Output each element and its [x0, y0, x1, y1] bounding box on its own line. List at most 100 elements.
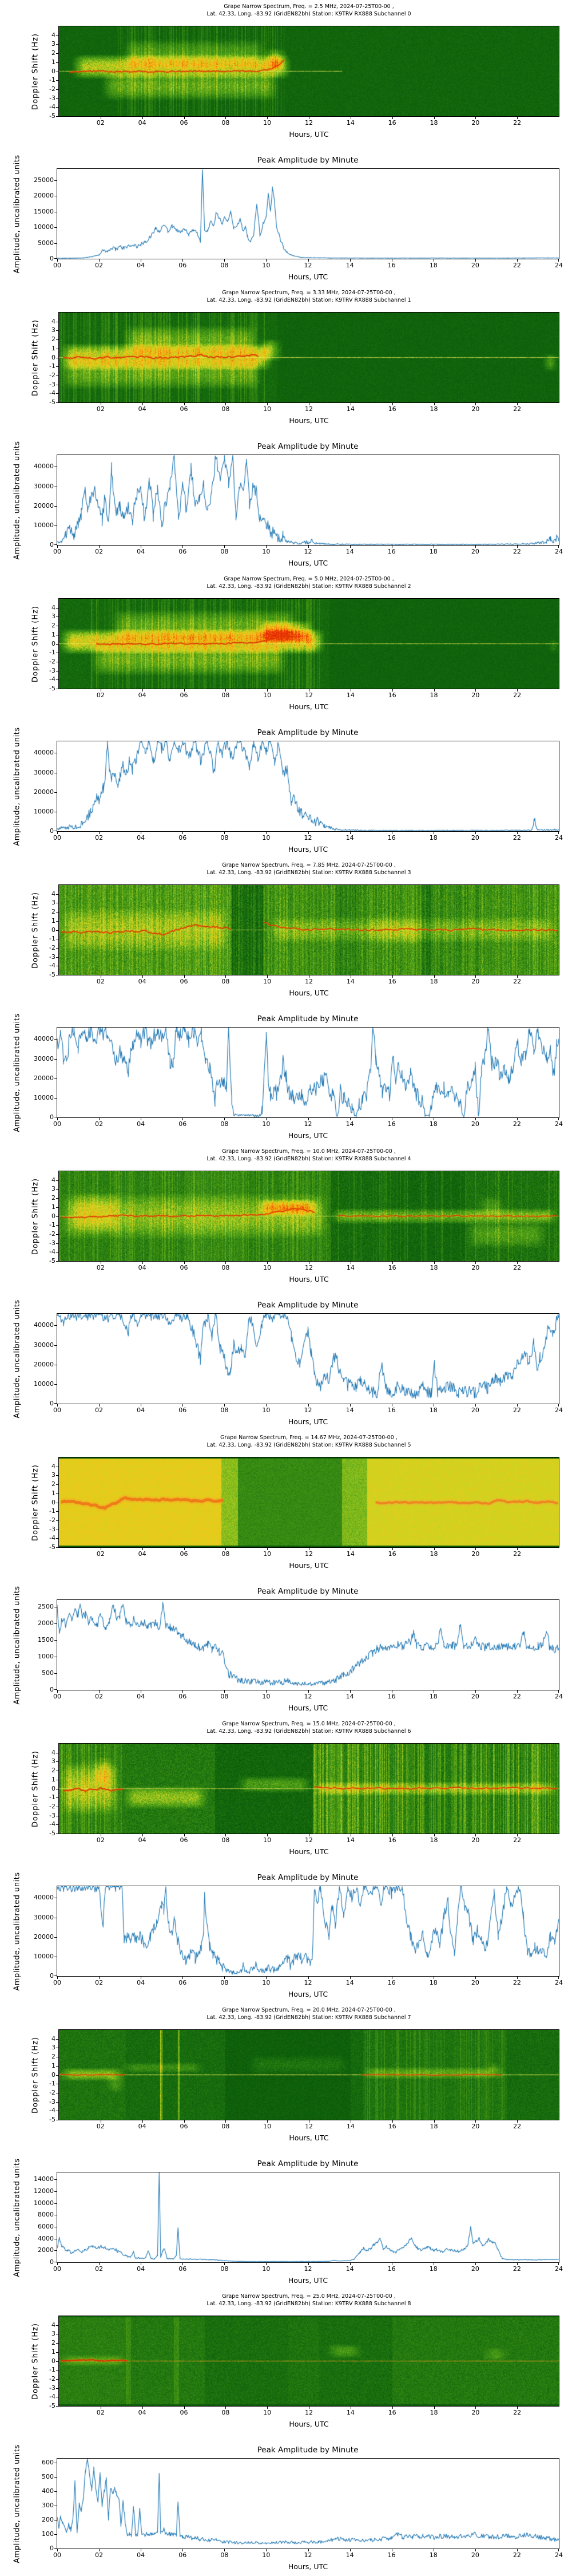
spectrogram-xtick-label: 18 — [430, 119, 438, 127]
spectrogram-ytick-label: 4 — [51, 1748, 55, 1756]
spectrogram-xtick-mark — [517, 2120, 518, 2123]
spectrogram-xtick-label: 08 — [221, 978, 230, 985]
spectrogram-ytick-mark — [56, 402, 58, 403]
spectrogram-xtick-mark — [392, 689, 393, 692]
spectrogram-ytick-label: 4 — [51, 317, 55, 325]
spectrogram-ytick-label: 2 — [51, 908, 55, 916]
lineplot-ytick-label: 30000 — [34, 1054, 54, 1062]
spectrogram-xtick-label: 02 — [96, 405, 105, 413]
spectrogram-xtick-label: 20 — [471, 2123, 480, 2130]
lineplot-ytick-mark — [54, 1384, 57, 1385]
lineplot-xtick-label: 18 — [429, 834, 438, 841]
lineplot-xtick-label: 02 — [95, 548, 104, 555]
lineplot-xtick-mark — [349, 546, 351, 548]
lineplot-xtick-mark — [349, 1977, 351, 1979]
lineplot-ytick-label: 12000 — [34, 2187, 54, 2195]
lineplot-xtick-mark — [558, 546, 559, 548]
lineplot-xtick-label: 10 — [262, 548, 271, 555]
spectrogram-ytick-label: 3 — [51, 326, 55, 334]
spectrogram-ytick-label: -4 — [49, 103, 55, 111]
spectrogram-xtick-label: 12 — [305, 978, 313, 985]
spectrogram-ytick-mark — [56, 2038, 58, 2040]
lineplot-xtick-label: 18 — [429, 1120, 438, 1128]
lineplot-xtick-mark — [558, 1118, 559, 1120]
lineplot-ytick-label: 15000 — [34, 207, 54, 215]
spectrogram-xtick-label: 20 — [471, 119, 480, 127]
spectrogram-xtick-label: 08 — [221, 692, 230, 699]
spectrogram-title-line2: Lat. 42.33, Long. -83.92 (GridEN82bh) St… — [206, 297, 411, 303]
spectrogram-ytick-label: -5 — [49, 2116, 55, 2123]
spectrogram-ytick-label: -2 — [49, 2374, 55, 2383]
spectrogram-xtick-mark — [225, 2407, 227, 2409]
lineplot-xtick-label: 08 — [220, 834, 229, 841]
spectrogram-xlabel: Hours, UTC — [289, 1847, 329, 1856]
lineplot-xtick-label: 12 — [304, 834, 312, 841]
lineplot-ytick-mark — [54, 2491, 57, 2492]
lineplot-xtick-label: 20 — [471, 1406, 479, 1414]
lineplot-xtick-label: 00 — [53, 1979, 61, 1986]
spectrogram-ytick-mark — [56, 98, 58, 99]
spectrogram-ytick-mark — [56, 1234, 58, 1235]
spectrogram-frame — [58, 312, 559, 403]
panel-section-0: Grape Narrow Spectrum, Freq. = 2.5 MHz, … — [0, 0, 572, 286]
lineplot-xtick-mark — [475, 546, 476, 548]
lineplot-canvas — [57, 455, 559, 545]
spectrogram-xtick-label: 06 — [180, 2409, 188, 2416]
spectrogram-xtick-mark — [434, 689, 435, 692]
spectrogram-ytick-label: 4 — [51, 1462, 55, 1470]
spectrogram-xtick-mark — [184, 117, 185, 119]
spectrogram-xtick-label: 22 — [513, 1550, 522, 1558]
lineplot-ytick-mark — [54, 1078, 57, 1079]
lineplot-ytick-label: 14000 — [34, 2175, 54, 2183]
lineplot-xtick-label: 12 — [304, 548, 312, 555]
lineplot-xtick-label: 22 — [513, 1693, 521, 1700]
lineplot-ytick-mark — [54, 258, 57, 259]
lineplot-xtick-mark — [99, 259, 100, 262]
lineplot-xtick-mark — [349, 832, 351, 834]
spectrogram-xtick-label: 02 — [96, 2123, 105, 2130]
lineplot-xtick-mark — [57, 259, 58, 262]
lineplot-xtick-label: 16 — [387, 2551, 396, 2559]
spectrogram-xtick-mark — [225, 1834, 227, 1836]
lineplot-ytick-label: 20000 — [34, 501, 54, 509]
spectrogram-canvas — [59, 599, 559, 689]
lineplot-xtick-mark — [99, 832, 100, 834]
spectrogram-ytick-label: 3 — [51, 899, 55, 907]
spectrogram-ytick-label: -3 — [49, 2384, 55, 2392]
lineplot-xtick-label: 00 — [53, 2551, 61, 2559]
lineplot-ytick-mark — [54, 1097, 57, 1099]
lineplot-xtick-label: 02 — [95, 1693, 104, 1700]
spectrogram-xtick-mark — [267, 2120, 268, 2123]
spectrogram-xtick-label: 08 — [221, 405, 230, 413]
lineplot-xtick-label: 22 — [513, 1979, 521, 1986]
lineplot-xtick-mark — [182, 2263, 184, 2265]
lineplot-xtick-label: 06 — [178, 2265, 187, 2273]
lineplot-xtick-mark — [475, 1977, 476, 1979]
lineplot-xtick-mark — [182, 1977, 184, 1979]
lineplot-xtick-mark — [182, 832, 184, 834]
lineplot-xtick-label: 08 — [220, 2551, 229, 2559]
spectrogram-xtick-mark — [267, 689, 268, 692]
spectrogram-xtick-label: 14 — [346, 1550, 355, 1558]
panel-section-7: Grape Narrow Spectrum, Freq. = 20.0 MHz,… — [0, 2004, 572, 2290]
lineplot-xtick-mark — [517, 1404, 518, 1406]
lineplot-ytick-label: 30000 — [34, 482, 54, 490]
spectrogram-canvas — [59, 2030, 559, 2120]
lineplot-xtick-mark — [99, 1977, 100, 1979]
spectrogram-ytick-label: 0 — [51, 1784, 55, 1792]
lineplot-xtick-mark — [558, 1690, 559, 1693]
spectrogram-xtick-mark — [267, 403, 268, 405]
lineplot-xtick-label: 24 — [555, 2265, 563, 2273]
lineplot-xtick-mark — [308, 1690, 309, 1693]
spectrogram-ytick-mark — [56, 894, 58, 895]
lineplot-xtick-label: 06 — [178, 2551, 187, 2559]
spectrogram-ytick-label: 4 — [51, 603, 55, 611]
spectrogram-xtick-label: 18 — [430, 2123, 438, 2130]
lineplot-xtick-label: 16 — [387, 262, 396, 269]
lineplot-frame — [57, 168, 559, 259]
spectrogram-xtick-mark — [184, 403, 185, 405]
spectrogram-xtick-mark — [392, 1548, 393, 1550]
lineplot-canvas — [57, 2172, 559, 2262]
lineplot-xtick-mark — [182, 546, 184, 548]
